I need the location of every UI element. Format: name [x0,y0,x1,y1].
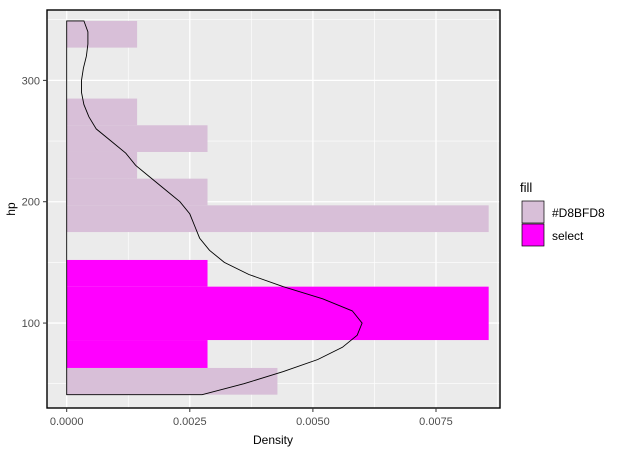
bar-8 [66,98,138,126]
bar-5 [66,178,208,206]
y-tick-label-2: 300 [22,75,40,87]
legend-label-select: select [552,229,584,243]
legend: fill #D8BFD8 select [520,180,605,247]
legend-key-select [521,223,545,247]
bar-4 [66,205,489,233]
bar-1 [66,340,208,368]
y-axis: 100 200 300 [22,75,47,330]
density-curve [66,20,363,396]
legend-label-thistle: #D8BFD8 [552,206,605,220]
bar-9 [66,20,138,48]
legend-key-thistle [521,200,545,224]
x-tick-label-3: 0.0075 [419,416,453,428]
bars [66,20,489,395]
density-curve-group [66,20,363,396]
x-axis-title: Density [253,433,293,447]
x-tick-label-0: 0.0000 [50,416,84,428]
bar-3 [66,259,208,287]
bar-6 [66,151,138,179]
y-tick-label-0: 100 [22,318,40,330]
x-axis: 0.0000 0.0025 0.0050 0.0075 [50,408,453,428]
panel-border [46,9,501,409]
x-tick-label-2: 0.0050 [296,416,330,428]
legend-title: fill [520,180,532,195]
bar-7 [66,125,208,152]
bar-2 [66,286,489,341]
x-tick-label-1: 0.0025 [173,416,207,428]
y-tick-label-1: 200 [22,197,40,209]
bar-0 [66,367,278,395]
y-axis-title: hp [4,202,18,216]
